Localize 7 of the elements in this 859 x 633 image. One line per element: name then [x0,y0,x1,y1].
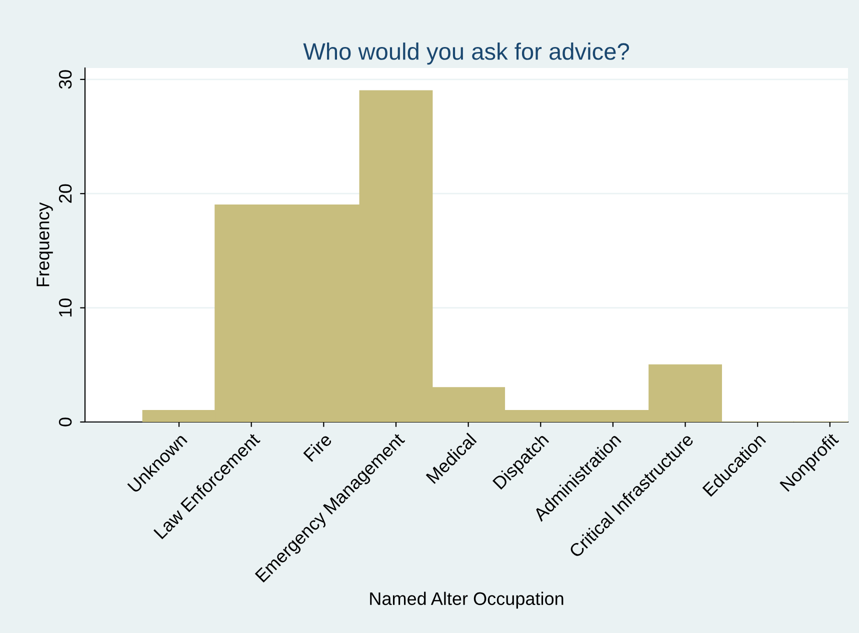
y-tick-label: 20 [58,184,72,203]
y-axis-title: Frequency [36,202,53,286]
x-axis-title: Named Alter Occupation [370,592,564,609]
chart-title: Who would you ask for advice? [303,42,630,65]
y-tick-label: 0 [58,418,72,426]
y-tick-label: 10 [58,298,72,316]
y-tick-label: 30 [58,70,72,89]
